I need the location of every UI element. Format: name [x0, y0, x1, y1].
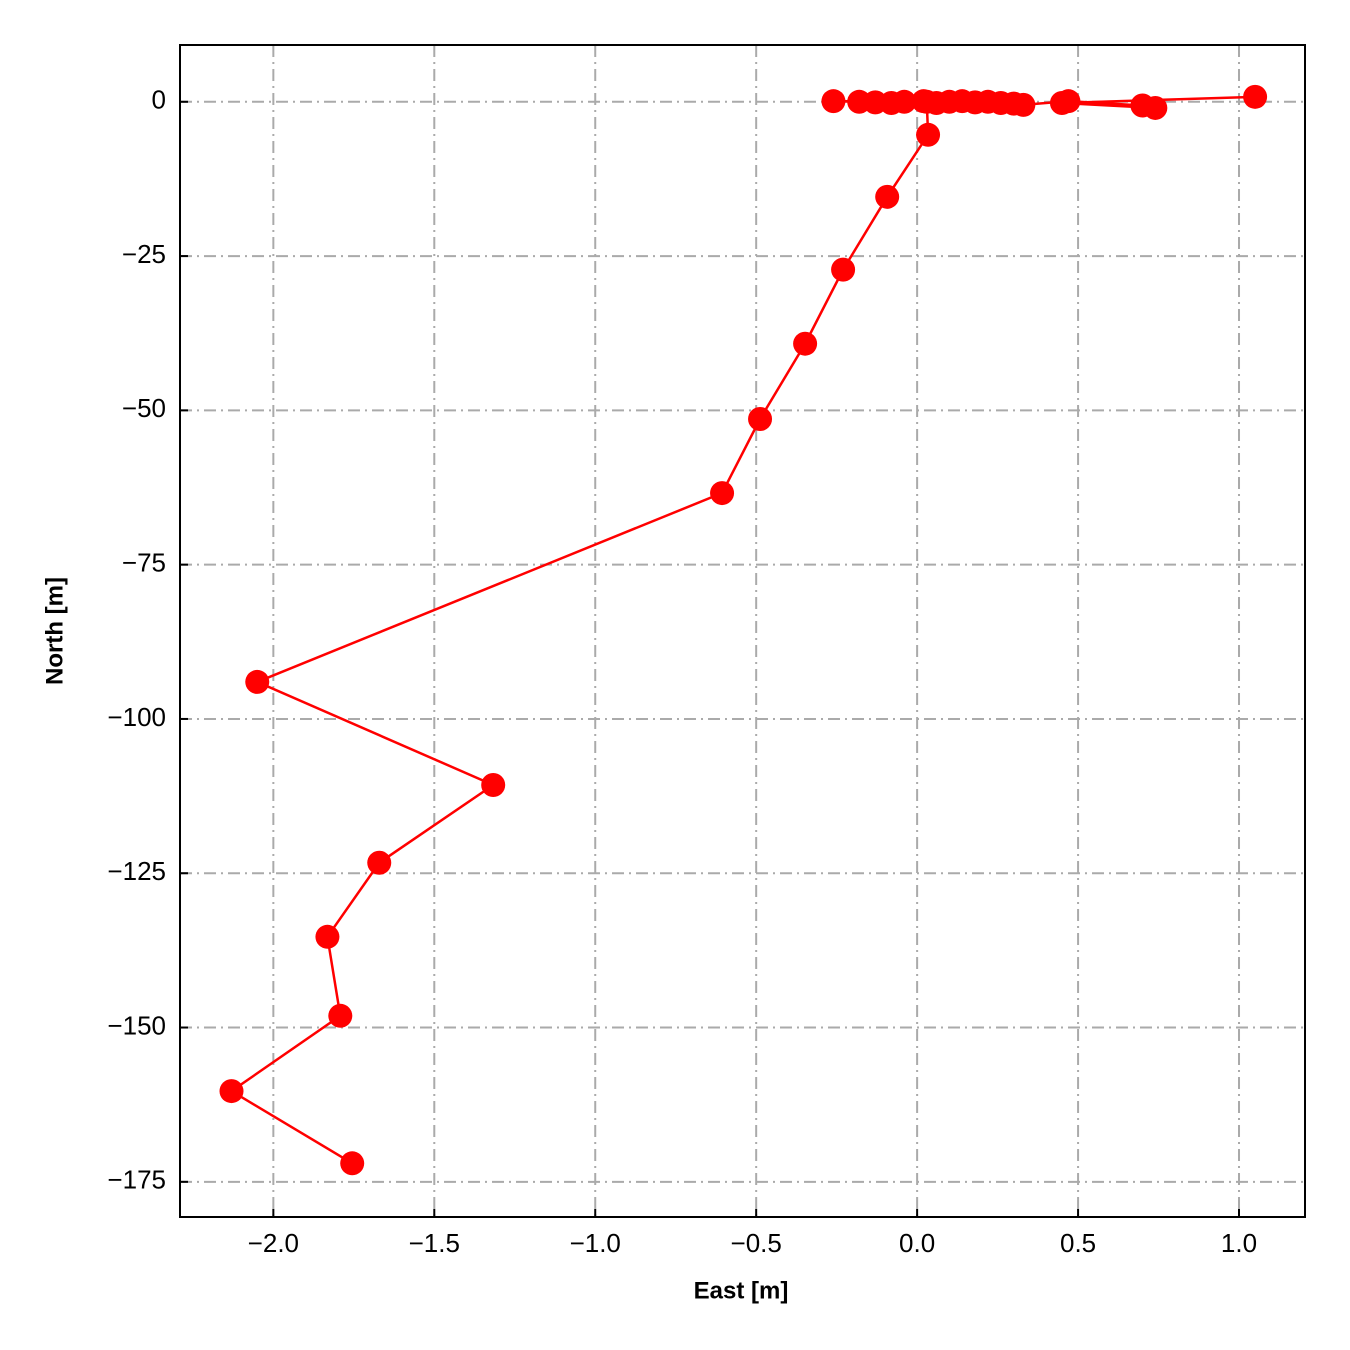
data-point	[1130, 93, 1155, 118]
y-tick-label: 0	[152, 85, 166, 115]
data-point	[821, 89, 846, 114]
data-point	[1243, 84, 1268, 109]
data-point	[847, 89, 872, 114]
y-tick-label: −150	[107, 1010, 166, 1040]
x-tick-label: 0.0	[899, 1228, 935, 1258]
x-tick-label: −2.0	[248, 1228, 299, 1258]
x-tick-label: 1.0	[1221, 1228, 1257, 1258]
data-point	[1056, 89, 1081, 114]
data-point	[748, 407, 773, 432]
y-tick-label: −25	[122, 239, 166, 269]
data-point	[710, 481, 735, 506]
data-point	[315, 924, 340, 949]
data-point	[481, 772, 506, 797]
y-tick-label: −175	[107, 1165, 166, 1195]
plot-frame	[179, 44, 1306, 1218]
x-tick-label: −0.5	[731, 1228, 782, 1258]
y-tick-label: −75	[122, 548, 166, 578]
x-axis-label: East [m]	[694, 1277, 789, 1304]
data-point	[831, 257, 856, 282]
y-tick-label: −125	[107, 856, 166, 886]
data-point	[219, 1079, 244, 1104]
x-tick-label: 0.5	[1060, 1228, 1096, 1258]
x-tick-label: −1.0	[570, 1228, 621, 1258]
y-axis-label: North [m]	[41, 577, 68, 685]
y-tick-label: −50	[122, 393, 166, 423]
y-tick-label: −100	[107, 702, 166, 732]
x-tick-label: −1.5	[409, 1228, 460, 1258]
data-point	[245, 669, 270, 694]
data-point	[328, 1003, 353, 1028]
data-point	[914, 89, 939, 114]
data-point	[793, 331, 818, 356]
data-point	[875, 184, 900, 209]
data-point	[340, 1151, 365, 1176]
data-point	[367, 850, 392, 875]
data-point	[916, 122, 941, 147]
